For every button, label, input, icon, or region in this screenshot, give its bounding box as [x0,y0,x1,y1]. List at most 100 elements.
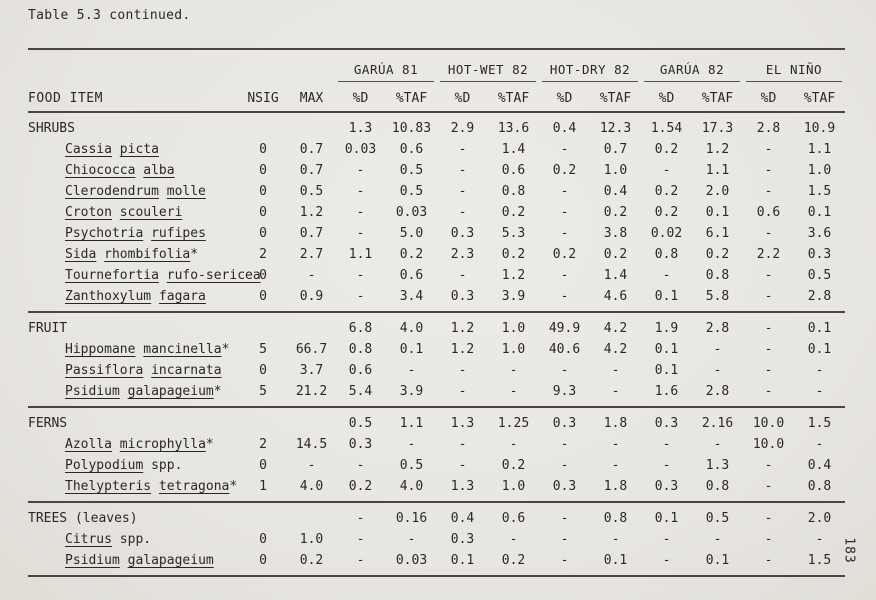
cell-value: - [560,142,569,157]
cell-nsig: 0 [259,205,267,220]
cell-value: - [356,184,365,199]
cell-value: 1.6 [654,384,679,399]
cell-value: - [611,363,620,378]
cell-value: 12.3 [599,121,632,136]
table-row: Tournefortia rufo-sericea 0 - - 0.6 - 1.2 - 1.4 -… [28,265,845,286]
species-word: Citrus [65,532,112,547]
cell-value: 0.2 [654,142,679,157]
cell-nsig: 0 [259,363,267,378]
cell-value: 1.0 [501,342,526,357]
group-underline [542,81,638,82]
cell-value: 1.9 [654,321,679,336]
cell-value: 0.6 [348,363,373,378]
cell-value: 0.2 [348,479,373,494]
cell-value: 6.8 [348,321,373,336]
section-label: FERNS [28,416,68,431]
cell-value: 1.1 [348,247,373,262]
cell-nsig: 0 [259,268,267,283]
cell-value: 0.4 [807,458,832,473]
cell-value: 0.6 [501,511,526,526]
cell-max: 3.7 [299,363,324,378]
group-header-row: GARÚA 81 HOT-WET 82 HOT-DRY 82 GARÚA 82 … [28,54,845,82]
cell-max: 4.0 [299,479,324,494]
cell-value: 1.1 [705,163,730,178]
cell-value: 1.3 [348,121,373,136]
cell-value: - [611,532,620,547]
cell-max: 0.9 [299,289,324,304]
cell-value: 2.9 [450,121,475,136]
cell-nsig: 0 [259,289,267,304]
cell-value: 0.3 [552,479,577,494]
cell-value: 3.6 [807,226,832,241]
column-header-max: MAX [299,91,324,106]
cell-value: - [458,205,467,220]
cell-value: 5.0 [399,226,424,241]
cell-value: 0.1 [705,205,730,220]
cell-value: - [458,142,467,157]
cell-value: - [356,205,365,220]
cell-value: 0.2 [501,247,526,262]
cell-value: - [458,384,467,399]
table-row: Sida rhombifolia* 2 2.7 1.1 0.2 2.3 0.2 0.2 0.2 0… [28,244,845,265]
column-header-pct-d: %D [556,91,573,106]
cell-nsig: 5 [259,384,267,399]
cell-value: 1.4 [603,268,628,283]
cell-value: - [356,511,365,526]
food-item-name: Tournefortia rufo-sericea [28,265,261,286]
cell-value: 4.6 [603,289,628,304]
cell-nsig [238,118,288,139]
cell-value: 4.0 [399,321,424,336]
cell-value: 4.0 [399,479,424,494]
cell-value: 0.16 [395,511,428,526]
cell-value: - [560,532,569,547]
cell-value: - [764,384,773,399]
cell-value: 2.8 [807,289,832,304]
cell-value: 13.6 [497,121,530,136]
species-word: Sida [65,247,97,262]
table-row: Hippomane mancinella* 5 66.7 0.8 0.1 1.2 1.0 40… [28,339,845,360]
table-title: Table 5.3 continued. [28,8,191,23]
cell-value: 2.2 [756,247,781,262]
species-word: fagara [158,289,206,304]
column-header-pct-d: %D [352,91,369,106]
cell-value: 0.3 [450,226,475,241]
cell-value: - [407,532,416,547]
cell-value: 2.16 [701,416,734,431]
table-row: Chiococca alba 0 0.7 - 0.5 - 0.6 0.2 1.0 - 1.1 - 1.0 [28,160,845,181]
cell-value: 0.2 [501,458,526,473]
cell-value: 0.3 [654,479,679,494]
cell-value: 1.0 [501,479,526,494]
cell-value: - [458,184,467,199]
cell-value: 2.0 [705,184,730,199]
species-word: rufipes [151,226,206,241]
food-item-name: Sida rhombifolia* [65,247,199,262]
cell-max: 0.7 [299,163,324,178]
cell-value: - [458,458,467,473]
sub-header-row: FOOD ITEM NSIG MAX %D %TAF %D %TAF %D %T… [28,82,845,108]
cell-max [288,413,335,434]
cell-value: 0.03 [395,205,428,220]
cell-value: 0.3 [654,416,679,431]
cell-value: - [815,437,824,452]
column-header-nsig: NSIG [247,91,279,106]
cell-max: 14.5 [295,437,328,452]
cell-value: 40.6 [548,342,581,357]
section-label: FRUIT [28,321,68,336]
cell-value: 0.1 [705,553,730,568]
cell-value: - [764,268,773,283]
cell-value: 3.4 [399,289,424,304]
cell-value: 0.2 [603,205,628,220]
cell-value: 1.2 [501,268,526,283]
species-word: Passiflora [65,363,144,378]
food-item-name: Psidium galapageium* [65,384,222,399]
cell-nsig [238,318,288,339]
cell-value: - [764,289,773,304]
species-word: Croton [65,205,112,220]
cell-value: 0.8 [501,184,526,199]
column-group-hot-dry-82: HOT-DRY 82 [539,62,641,82]
cell-value: 0.3 [348,437,373,452]
cell-nsig: 1 [259,479,267,494]
cell-value: 0.5 [348,416,373,431]
cell-value: - [509,532,518,547]
species-word: Thelypteris [65,479,152,494]
